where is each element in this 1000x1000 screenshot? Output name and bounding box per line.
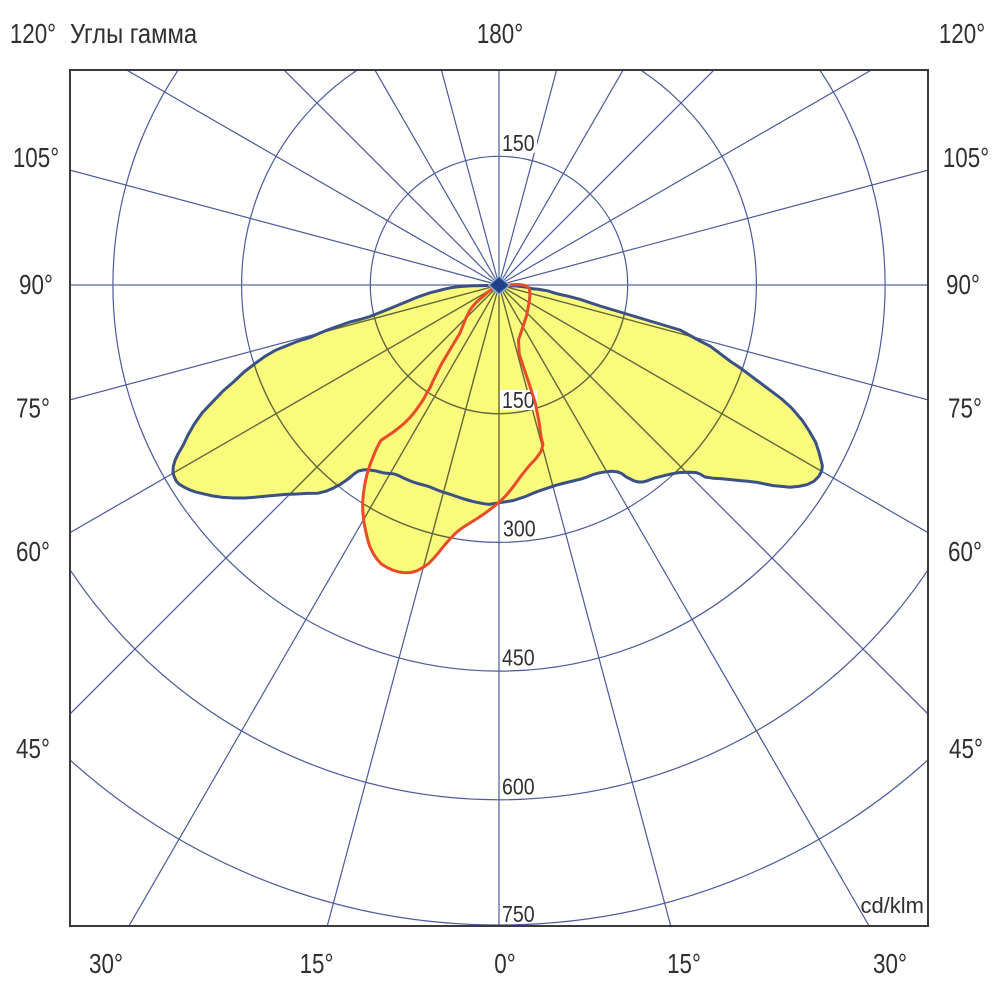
svg-text:150: 150 <box>502 131 535 157</box>
svg-text:180°: 180° <box>477 19 523 50</box>
svg-text:450: 450 <box>502 645 535 671</box>
svg-text:150: 150 <box>502 388 535 414</box>
svg-text:120°: 120° <box>939 19 985 50</box>
svg-text:75°: 75° <box>948 393 982 424</box>
svg-text:0°: 0° <box>494 949 515 980</box>
svg-text:90°: 90° <box>946 270 980 301</box>
svg-text:60°: 60° <box>948 537 982 568</box>
svg-text:45°: 45° <box>949 734 983 765</box>
svg-text:15°: 15° <box>300 949 334 980</box>
svg-text:15°: 15° <box>667 949 701 980</box>
svg-text:75°: 75° <box>16 393 50 424</box>
svg-text:cd/klm: cd/klm <box>860 893 924 918</box>
svg-text:Углы гамма: Углы гамма <box>70 17 198 49</box>
svg-text:120°: 120° <box>10 19 56 50</box>
svg-text:30°: 30° <box>89 949 123 980</box>
svg-text:90°: 90° <box>19 270 53 301</box>
svg-text:600: 600 <box>502 774 535 800</box>
svg-text:30°: 30° <box>873 949 907 980</box>
svg-text:300: 300 <box>503 516 536 542</box>
svg-text:60°: 60° <box>16 537 50 568</box>
svg-text:105°: 105° <box>13 143 59 174</box>
svg-text:45°: 45° <box>16 734 50 765</box>
svg-text:750: 750 <box>502 902 535 928</box>
svg-text:105°: 105° <box>943 143 989 174</box>
